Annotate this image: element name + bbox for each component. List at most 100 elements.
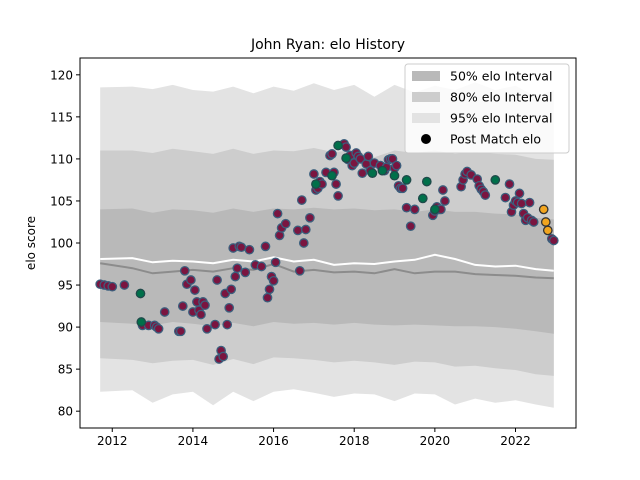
point-loss bbox=[200, 300, 210, 311]
point-loss bbox=[224, 302, 235, 313]
point-win bbox=[417, 193, 428, 204]
chart-title: John Ryan: elo History bbox=[250, 37, 405, 53]
point-loss bbox=[409, 204, 420, 215]
point-recent bbox=[538, 204, 549, 215]
legend-label: 50% elo Interval bbox=[450, 69, 552, 84]
point-loss bbox=[179, 265, 190, 276]
legend-label: 95% elo Interval bbox=[450, 111, 552, 126]
point-win bbox=[401, 175, 412, 185]
y-tick-label: 95 bbox=[58, 279, 73, 293]
point-loss bbox=[226, 284, 237, 295]
y-axis: 80 85 90 95 100 105 110 115 120 bbox=[50, 68, 80, 419]
point-loss bbox=[190, 285, 200, 295]
point-win bbox=[135, 288, 146, 299]
point-loss bbox=[292, 225, 303, 236]
point-win bbox=[430, 204, 440, 215]
point-loss bbox=[440, 196, 450, 206]
x-tick-label: 2022 bbox=[500, 434, 531, 448]
y-tick-label: 105 bbox=[50, 194, 73, 208]
point-loss bbox=[119, 280, 130, 290]
point-loss bbox=[480, 190, 491, 200]
legend-swatch bbox=[412, 92, 440, 102]
y-tick-label: 85 bbox=[58, 363, 73, 377]
legend-label: 80% elo Interval bbox=[450, 90, 552, 105]
point-loss bbox=[438, 185, 448, 195]
point-loss bbox=[186, 275, 196, 285]
x-axis: 2012 2014 2016 2018 2020 2022 bbox=[97, 428, 531, 448]
point-loss bbox=[391, 160, 402, 171]
point-loss bbox=[341, 142, 351, 152]
y-tick-label: 110 bbox=[50, 152, 73, 166]
point-loss bbox=[240, 267, 251, 278]
post-match-points bbox=[95, 138, 559, 364]
x-tick-label: 2014 bbox=[178, 434, 209, 448]
point-loss bbox=[401, 202, 412, 213]
point-loss bbox=[331, 179, 341, 189]
legend-box bbox=[404, 63, 570, 154]
point-loss bbox=[230, 271, 241, 282]
point-loss bbox=[280, 218, 291, 229]
point-loss bbox=[196, 309, 206, 320]
point-loss bbox=[504, 179, 515, 189]
point-loss bbox=[357, 168, 368, 179]
x-tick-label: 2020 bbox=[420, 434, 451, 448]
point-loss bbox=[210, 319, 220, 330]
point-loss bbox=[333, 191, 343, 201]
mean-line bbox=[100, 253, 554, 272]
point-loss bbox=[548, 235, 559, 246]
y-tick-label: 90 bbox=[58, 321, 73, 335]
point-loss bbox=[296, 195, 307, 205]
point-loss bbox=[305, 212, 315, 223]
point-loss bbox=[294, 265, 305, 276]
y-tick-label: 115 bbox=[50, 110, 73, 124]
point-loss bbox=[272, 208, 283, 219]
y-tick-label: 80 bbox=[58, 405, 73, 419]
point-loss bbox=[268, 275, 279, 286]
x-tick-label: 2018 bbox=[339, 434, 370, 448]
legend-swatch bbox=[412, 71, 440, 81]
point-loss bbox=[153, 323, 164, 334]
point-loss bbox=[222, 319, 233, 330]
point-loss bbox=[175, 326, 186, 337]
point-loss bbox=[528, 217, 539, 227]
point-win bbox=[136, 317, 147, 327]
y-tick-label: 120 bbox=[50, 68, 73, 82]
point-loss bbox=[159, 307, 170, 317]
point-loss bbox=[202, 323, 212, 334]
point-loss bbox=[514, 188, 525, 199]
point-loss bbox=[270, 257, 281, 268]
point-win bbox=[389, 170, 400, 181]
point-loss bbox=[218, 351, 229, 362]
point-win bbox=[367, 168, 378, 179]
point-loss bbox=[262, 292, 273, 303]
x-tick-label: 2016 bbox=[258, 434, 289, 448]
point-loss bbox=[232, 263, 243, 274]
x-tick-label: 2012 bbox=[97, 434, 128, 448]
legend-label: Post Match elo bbox=[450, 132, 541, 147]
point-loss bbox=[256, 261, 267, 272]
point-win bbox=[490, 175, 501, 185]
point-loss bbox=[516, 198, 527, 209]
point-loss bbox=[298, 238, 309, 248]
point-loss bbox=[327, 149, 337, 159]
point-win bbox=[327, 170, 337, 181]
point-loss bbox=[107, 281, 118, 292]
point-loss bbox=[260, 241, 271, 252]
point-win bbox=[333, 140, 343, 151]
legend-swatch bbox=[412, 113, 440, 123]
point-loss bbox=[309, 169, 319, 179]
point-win bbox=[421, 176, 432, 187]
point-loss bbox=[363, 151, 374, 162]
y-tick-label: 100 bbox=[50, 237, 73, 251]
point-recent bbox=[540, 217, 551, 227]
point-loss bbox=[405, 221, 416, 232]
point-loss bbox=[300, 224, 311, 235]
point-loss bbox=[244, 244, 255, 255]
point-loss bbox=[264, 284, 275, 295]
point-recent bbox=[542, 225, 553, 236]
y-axis-label: elo score bbox=[24, 216, 38, 270]
point-win bbox=[377, 165, 388, 176]
point-loss bbox=[236, 242, 247, 253]
point-win bbox=[311, 179, 321, 189]
